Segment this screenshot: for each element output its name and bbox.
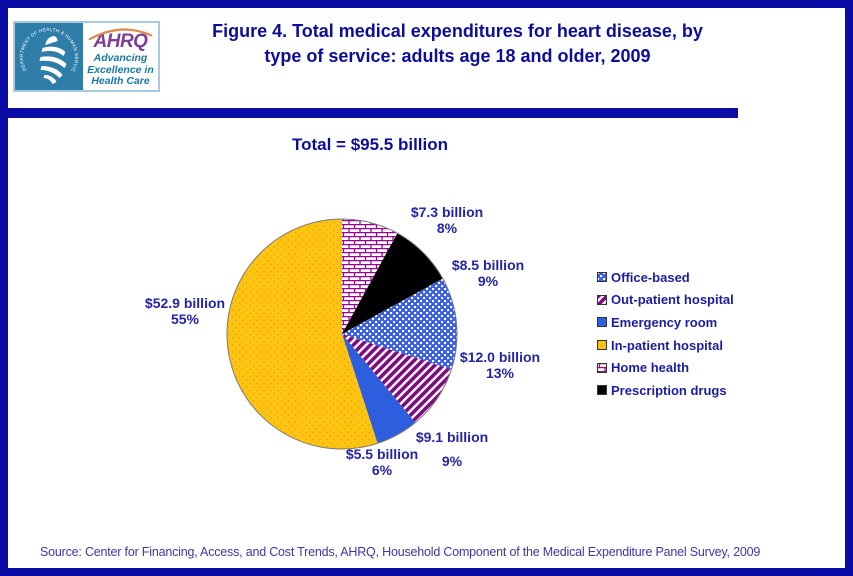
- ahrq-tagline-line3: Health Care: [91, 75, 150, 87]
- pie-label-percent-in-patient-hospital: 55%: [170, 311, 200, 327]
- pie-label-amount-prescription-drugs: $8.5 billion: [451, 257, 525, 273]
- ahrq-wordmark: AHRQ: [93, 31, 148, 52]
- legend-label-home-health: Home health: [611, 360, 690, 376]
- pie-slice-home-health: [342, 218, 398, 334]
- legend-item-emergency-room: Emergency room: [597, 311, 734, 334]
- pie-slice-prescription-drugs: [342, 233, 443, 334]
- pie-label-amount-out-patient-hospital: $9.1 billion: [415, 429, 489, 445]
- source-text: Source: Center for Financing, Access, an…: [40, 545, 761, 559]
- header-divider-bar: [0, 108, 738, 118]
- pie-label-percent-office-based: 13%: [485, 365, 515, 381]
- pie-slice-in-patient-hospital: [226, 219, 378, 450]
- ahrq-tagline-line1: Advancing: [93, 52, 148, 64]
- legend-item-office-based: Office-based: [597, 266, 734, 289]
- legend-item-prescription-drugs: Prescription drugs: [597, 379, 734, 402]
- pie-label-amount-in-patient-hospital: $52.9 billion: [144, 295, 226, 311]
- pie-label-amount-home-health: $7.3 billion: [410, 204, 484, 220]
- legend-item-in-patient-hospital: In-patient hospital: [597, 334, 734, 357]
- hhs-eagle-icon: DEPARTMENT OF HEALTH & HUMAN SERVICES · …: [15, 23, 79, 84]
- legend-label-prescription-drugs: Prescription drugs: [611, 382, 727, 398]
- pie-slices-group: [226, 218, 458, 450]
- legend-label-out-patient-hospital: Out-patient hospital: [611, 292, 734, 308]
- legend-label-in-patient-hospital: In-patient hospital: [611, 337, 723, 353]
- legend-swatch-home-health: [597, 362, 607, 373]
- ahrq-arc-icon: [88, 28, 153, 41]
- pie-label-amount-office-based: $12.0 billion: [459, 349, 541, 365]
- pie-label-amount-emergency-room: $5.5 billion: [345, 446, 419, 462]
- pie-label-percent-home-health: 8%: [436, 220, 458, 236]
- legend-swatch-out-patient-hospital: [597, 294, 607, 305]
- chart-total-label: Total = $95.5 billion: [291, 135, 449, 154]
- legend-swatch-emergency-room: [597, 317, 607, 328]
- pie-slice-emergency-room: [342, 334, 416, 444]
- figure-title: Figure 4. Total medical expenditures for…: [165, 19, 750, 69]
- legend-swatch-in-patient-hospital: [597, 340, 607, 351]
- ahrq-tagline-line2: Excellence in: [87, 63, 154, 76]
- ahrq-tagline: Advancing Excellence in Health Care: [83, 52, 158, 88]
- chart-legend: Office-based Out-patient hospital Emergenc…: [597, 266, 734, 402]
- ahrq-hhs-logo: DEPARTMENT OF HEALTH & HUMAN SERVICES · …: [13, 21, 160, 92]
- figure-title-line1: Figure 4. Total medical expenditures for…: [212, 21, 703, 41]
- pie-outline: [226, 218, 458, 450]
- legend-label-office-based: Office-based: [611, 269, 690, 285]
- hhs-seal: DEPARTMENT OF HEALTH & HUMAN SERVICES · …: [15, 23, 83, 90]
- pie-label-percent-prescription-drugs: 9%: [477, 273, 499, 289]
- legend-item-home-health: Home health: [597, 356, 734, 379]
- pie-slice-office-based: [342, 278, 458, 370]
- pie-label-percent-out-patient-hospital: 9%: [441, 453, 463, 469]
- legend-swatch-office-based: [597, 272, 607, 283]
- pie-slice-out-patient-hospital: [342, 334, 452, 423]
- legend-label-emergency-room: Emergency room: [611, 314, 718, 330]
- legend-item-out-patient-hospital: Out-patient hospital: [597, 289, 734, 312]
- ahrq-wordmark-block: AHRQ Advancing Excellence in Health Care: [83, 23, 158, 90]
- figure-title-line2: type of service: adults age 18 and older…: [264, 46, 651, 66]
- legend-swatch-prescription-drugs: [597, 385, 607, 396]
- pie-label-percent-emergency-room: 6%: [371, 462, 393, 478]
